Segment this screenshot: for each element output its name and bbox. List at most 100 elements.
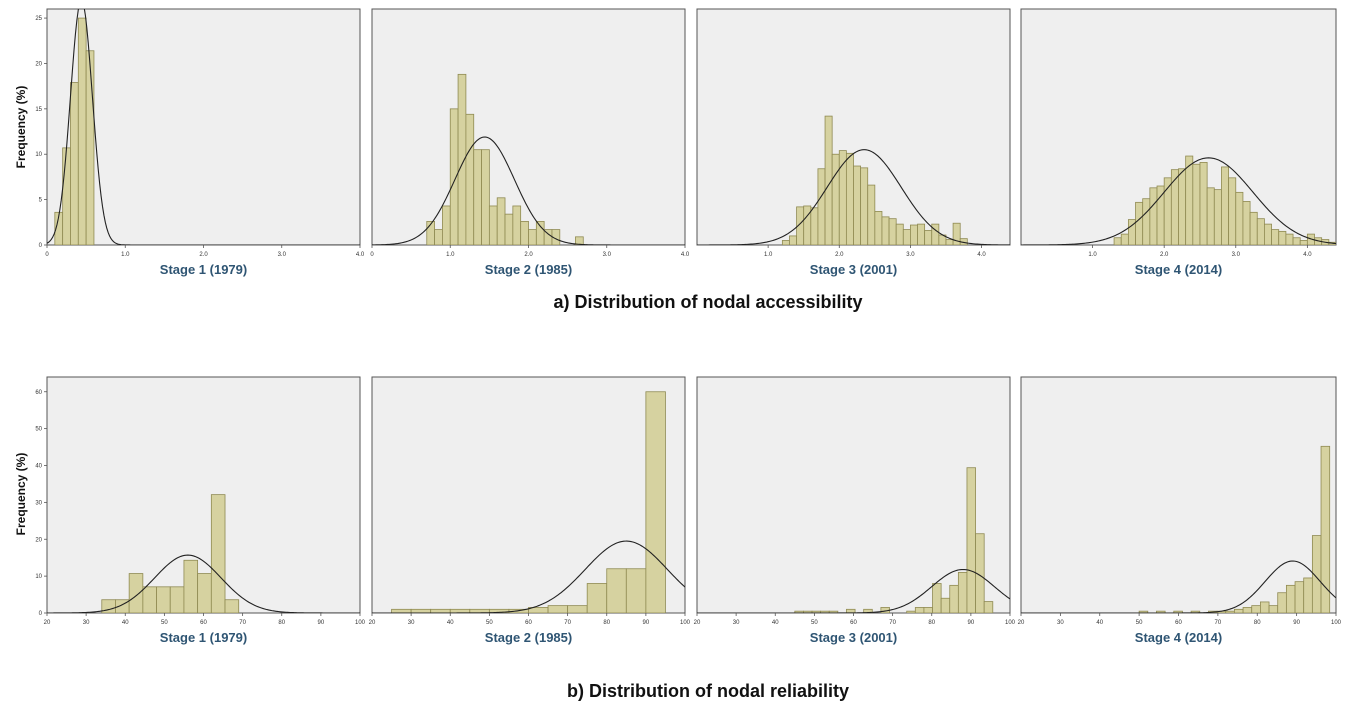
bar-rel-1979-2 xyxy=(128,573,144,613)
bar-rel-2001-22 xyxy=(983,601,994,613)
bar-acc-2014-18 xyxy=(1242,201,1251,245)
xtick-label-rel-2014-5: 70 xyxy=(1215,620,1222,626)
bar-acc-2001-23 xyxy=(945,239,954,245)
panel-title-rel-2014: Stage 4 (2014) xyxy=(1135,630,1222,645)
bar-acc-2014-8 xyxy=(1170,169,1179,245)
bar-rel-2014-13 xyxy=(1251,605,1261,613)
chart-acc-1985: 0 1.0 2.0 3.0 4.0 Stage 2 (1985) xyxy=(370,8,690,277)
bar-acc-2001-11 xyxy=(860,167,869,245)
bar-rel-2001-14 xyxy=(914,607,925,613)
panel-title-acc-1985: Stage 2 (1985) xyxy=(485,262,572,277)
bar-acc-2001-10 xyxy=(853,165,862,245)
bar-rel-2014-12 xyxy=(1242,607,1253,613)
chart-rel-1979: 20 30 40 50 60 70 80 90 100 0 10 20 30 40 50 60 Stage 1 … xyxy=(35,376,366,645)
xtick-label-rel-1979-6: 80 xyxy=(278,620,285,626)
bar-acc-2014-15 xyxy=(1221,166,1230,245)
xtick-label-rel-1985-3: 50 xyxy=(486,620,493,626)
xtick-label-rel-1979-4: 60 xyxy=(200,620,207,626)
xtick-label-rel-2001-8: 100 xyxy=(1005,620,1016,626)
bar-acc-2014-13 xyxy=(1206,187,1215,245)
xtick-label-acc-1979-2: 2.0 xyxy=(199,252,208,258)
bar-acc-2001-9 xyxy=(845,152,854,245)
bar-rel-2014-21 xyxy=(1320,445,1331,613)
panel-title-acc-1979: Stage 1 (1979) xyxy=(160,262,247,277)
bar-acc-1985-2 xyxy=(442,205,451,245)
xtick-label-acc-2001-3: 4.0 xyxy=(977,252,986,258)
chart-rel-2014: 20 30 40 50 60 70 80 90 100 Stage 4 (2014) xyxy=(1018,376,1342,645)
xtick-label-rel-2014-7: 90 xyxy=(1293,620,1300,626)
normal-curve-rel-2014 xyxy=(1021,560,1336,613)
bar-acc-1979-1 xyxy=(62,147,71,245)
bar-acc-2001-19 xyxy=(917,223,926,245)
bar-acc-1985-3 xyxy=(449,108,459,245)
bar-rel-2014-15 xyxy=(1268,605,1279,613)
bar-acc-1979-3 xyxy=(77,17,87,245)
xtick-label-rel-1979-0: 20 xyxy=(44,620,51,626)
bar-rel-1985-10 xyxy=(586,583,608,613)
bar-acc-2014-0 xyxy=(1113,237,1122,245)
bar-rel-2001-15 xyxy=(923,607,933,613)
ytick-label-acc-1979-0: 0 xyxy=(39,243,43,249)
bar-rel-1979-3 xyxy=(142,586,157,613)
xtick-label-rel-2001-5: 70 xyxy=(889,620,896,626)
ytick-label-rel-1979-3: 30 xyxy=(35,500,42,506)
xtick-label-rel-1985-6: 80 xyxy=(603,620,610,626)
bar-acc-2001-1 xyxy=(789,235,797,245)
bar-rel-2001-17 xyxy=(940,597,951,613)
xtick-label-rel-1979-3: 50 xyxy=(161,620,168,626)
bar-rel-2014-17 xyxy=(1285,584,1296,613)
bar-acc-2001-16 xyxy=(895,223,904,245)
panel-title-rel-1985: Stage 2 (1985) xyxy=(485,630,572,645)
bar-rel-1979-4 xyxy=(156,586,171,613)
ytick-label-acc-1979-4: 20 xyxy=(35,61,42,67)
xtick-label-acc-2014-1: 2.0 xyxy=(1160,252,1169,258)
xtick-label-rel-1979-1: 30 xyxy=(83,620,90,626)
bar-acc-2014-11 xyxy=(1192,163,1201,245)
normal-curve-acc-1979 xyxy=(47,9,360,245)
xtick-label-acc-1985-2: 2.0 xyxy=(524,252,533,258)
bar-rel-2001-13 xyxy=(906,610,916,613)
xtick-label-rel-2001-3: 50 xyxy=(811,620,818,626)
bar-acc-2001-14 xyxy=(881,216,890,245)
xtick-label-acc-1985-3: 3.0 xyxy=(603,252,612,258)
panel-title-rel-1979: Stage 1 (1979) xyxy=(160,630,247,645)
bar-acc-2001-12 xyxy=(867,184,876,245)
bar-rel-2001-16 xyxy=(932,583,942,613)
bar-acc-1985-7 xyxy=(481,149,490,245)
xtick-label-rel-2014-0: 20 xyxy=(1018,620,1025,626)
panel-title-acc-2001: Stage 3 (2001) xyxy=(810,262,897,277)
xtick-label-rel-2014-3: 50 xyxy=(1136,620,1143,626)
panel-title-rel-2001: Stage 3 (2001) xyxy=(810,630,897,645)
ylabel-reliability: Frequency (%) xyxy=(14,453,28,536)
xtick-label-acc-2001-1: 2.0 xyxy=(835,252,844,258)
bar-acc-1985-6 xyxy=(473,149,482,245)
plot-content-rel-2014 xyxy=(1021,445,1336,613)
xtick-label-rel-2001-7: 90 xyxy=(968,620,975,626)
xtick-label-rel-1985-1: 30 xyxy=(408,620,415,626)
bar-acc-2014-23 xyxy=(1278,230,1287,245)
bar-acc-1985-5 xyxy=(465,113,475,245)
normal-curve-rel-1979 xyxy=(47,554,360,613)
xtick-label-acc-2001-0: 1.0 xyxy=(764,252,773,258)
bar-acc-2001-18 xyxy=(910,224,918,245)
xtick-label-rel-1985-2: 40 xyxy=(447,620,454,626)
plot-area-rel-2014 xyxy=(1020,376,1337,614)
xtick-label-acc-1985-0: 0 xyxy=(370,252,374,258)
xtick-label-acc-2014-0: 1.0 xyxy=(1088,252,1097,258)
xtick-label-acc-1979-1: 1.0 xyxy=(121,252,130,258)
bar-acc-1985-11 xyxy=(512,205,522,245)
xtick-label-rel-1985-0: 20 xyxy=(369,620,376,626)
bar-acc-1985-10 xyxy=(504,213,514,245)
bar-acc-2014-21 xyxy=(1264,223,1272,245)
bar-rel-2014-10 xyxy=(1225,610,1235,613)
xtick-label-acc-1979-3: 3.0 xyxy=(278,252,287,258)
bar-rel-1985-0 xyxy=(391,608,412,613)
bar-acc-2001-13 xyxy=(874,211,883,245)
bar-acc-2014-6 xyxy=(1156,185,1165,245)
bar-acc-1979-4 xyxy=(85,50,95,245)
normal-curve-rel-2001 xyxy=(697,568,1010,613)
bar-acc-2001-15 xyxy=(888,218,897,245)
row-title-accessibility: a) Distribution of nodal accessibility xyxy=(553,292,862,312)
bar-acc-2014-1 xyxy=(1120,233,1129,245)
